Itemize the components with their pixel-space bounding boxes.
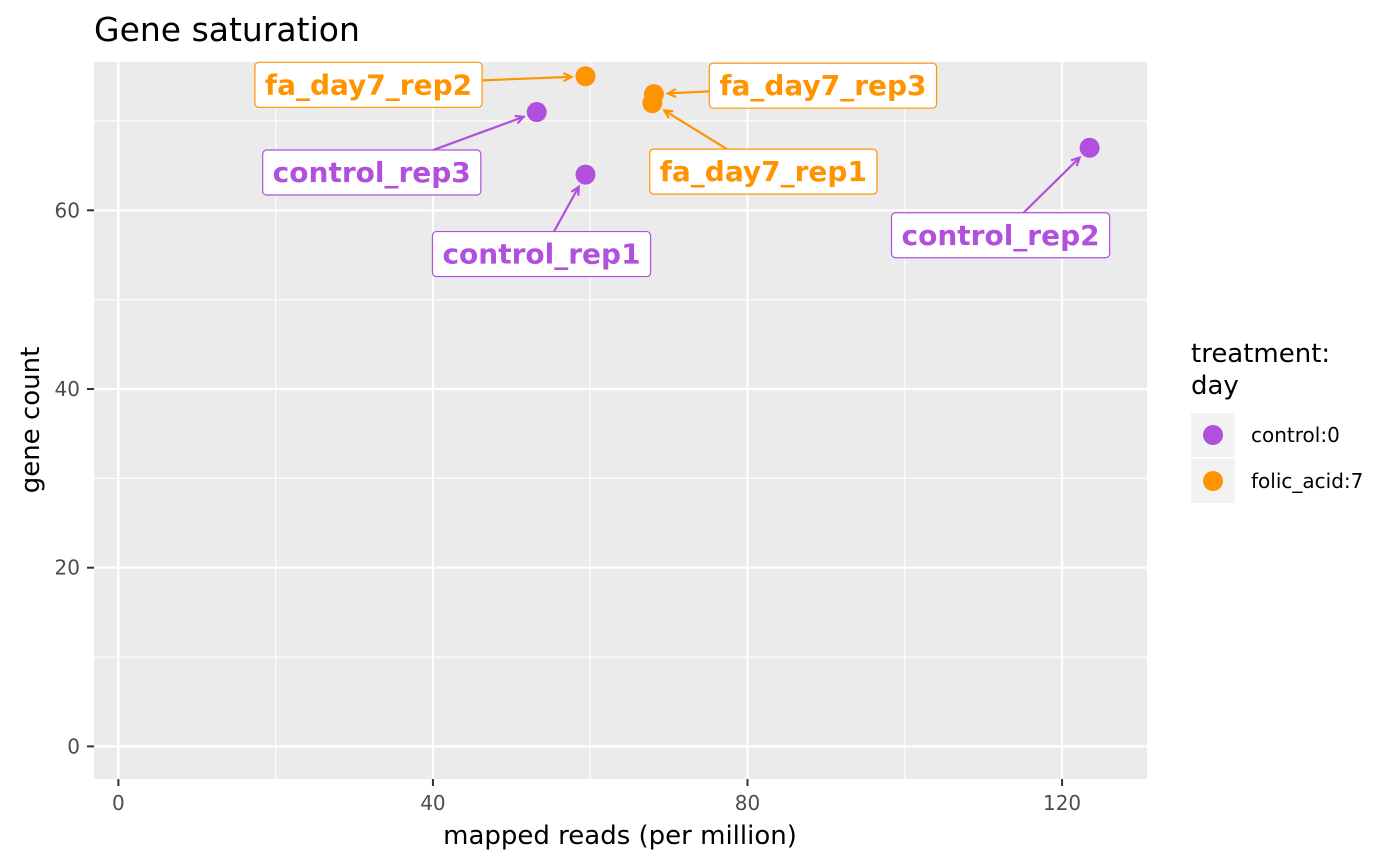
y-tick-label: 20 xyxy=(55,556,80,580)
y-axis-title: gene count xyxy=(16,347,46,494)
connector-arrow-control_rep3 xyxy=(514,114,526,125)
point-label-control_rep1: control_rep1 xyxy=(442,238,640,271)
label-connectors xyxy=(432,72,1082,233)
point-label-control_rep3: control_rep3 xyxy=(273,156,471,189)
data-point-control_rep1 xyxy=(575,164,596,185)
point-label-fa_day7_rep3: fa_day7_rep3 xyxy=(719,69,926,102)
x-axis-title: mapped reads (per million) xyxy=(443,821,797,851)
data-point-control_rep2 xyxy=(1079,137,1100,158)
label-box-control_rep3 xyxy=(262,149,482,196)
point-label-control_rep2: control_rep2 xyxy=(902,219,1100,252)
data-point-fa_day7_rep3 xyxy=(643,84,664,105)
major-gridlines xyxy=(94,62,1147,779)
chart-title: Gene saturation xyxy=(94,10,360,49)
label-box-fa_day7_rep1 xyxy=(649,148,878,195)
legend-key-control:0 xyxy=(1203,425,1223,445)
legend: treatment:day control:0 folic_acid:7 xyxy=(1191,339,1363,503)
x-tick-label: 120 xyxy=(1043,791,1081,815)
y-tick-label: 60 xyxy=(55,198,80,222)
point-label-fa_day7_rep1: fa_day7_rep1 xyxy=(660,155,867,188)
legend-title-line: day xyxy=(1191,371,1239,401)
point-label-fa_day7_rep2: fa_day7_rep2 xyxy=(265,68,472,101)
legend-key-folic_acid:7 xyxy=(1203,471,1223,491)
connector-fa_day7_rep1 xyxy=(663,109,728,151)
x-tick-label: 80 xyxy=(735,791,760,815)
label-box-control_rep1 xyxy=(431,230,652,278)
y-tick-label: 40 xyxy=(55,377,80,401)
connector-arrow-control_rep1 xyxy=(570,184,580,196)
label-box-fa_day7_rep3 xyxy=(708,62,938,109)
plot-panel xyxy=(94,62,1147,779)
connector-fa_day7_rep3 xyxy=(667,90,710,95)
label-box-control_rep2 xyxy=(890,212,1111,259)
y-tick-label: 0 xyxy=(67,734,80,758)
connector-control_rep3 xyxy=(432,115,524,152)
data-points xyxy=(526,66,1100,185)
x-tick-label: 40 xyxy=(420,791,445,815)
connector-arrow-fa_day7_rep3 xyxy=(665,88,677,99)
x-axis: 0 40 80 120 xyxy=(112,779,1081,815)
connector-control_rep2 xyxy=(1022,156,1081,214)
label-box-fa_day7_rep2 xyxy=(254,61,483,108)
connector-fa_day7_rep2 xyxy=(482,75,572,82)
connector-control_rep1 xyxy=(552,186,580,233)
legend-label-folic_acid:7: folic_acid:7 xyxy=(1251,469,1363,493)
legend-title-line: treatment: xyxy=(1191,339,1330,369)
connector-arrow-control_rep2 xyxy=(1070,155,1082,167)
point-labels: control_rep1 control_rep2 control_rep3 fa_d… xyxy=(254,61,1111,278)
legend-label-control:0: control:0 xyxy=(1251,423,1340,447)
connector-arrow-fa_day7_rep2 xyxy=(562,72,574,83)
data-point-control_rep3 xyxy=(526,102,547,123)
connector-arrow-fa_day7_rep1 xyxy=(662,109,674,119)
y-axis: 0 20 40 60 xyxy=(55,198,94,758)
data-point-fa_day7_rep2 xyxy=(575,66,596,87)
x-tick-label: 0 xyxy=(112,791,125,815)
